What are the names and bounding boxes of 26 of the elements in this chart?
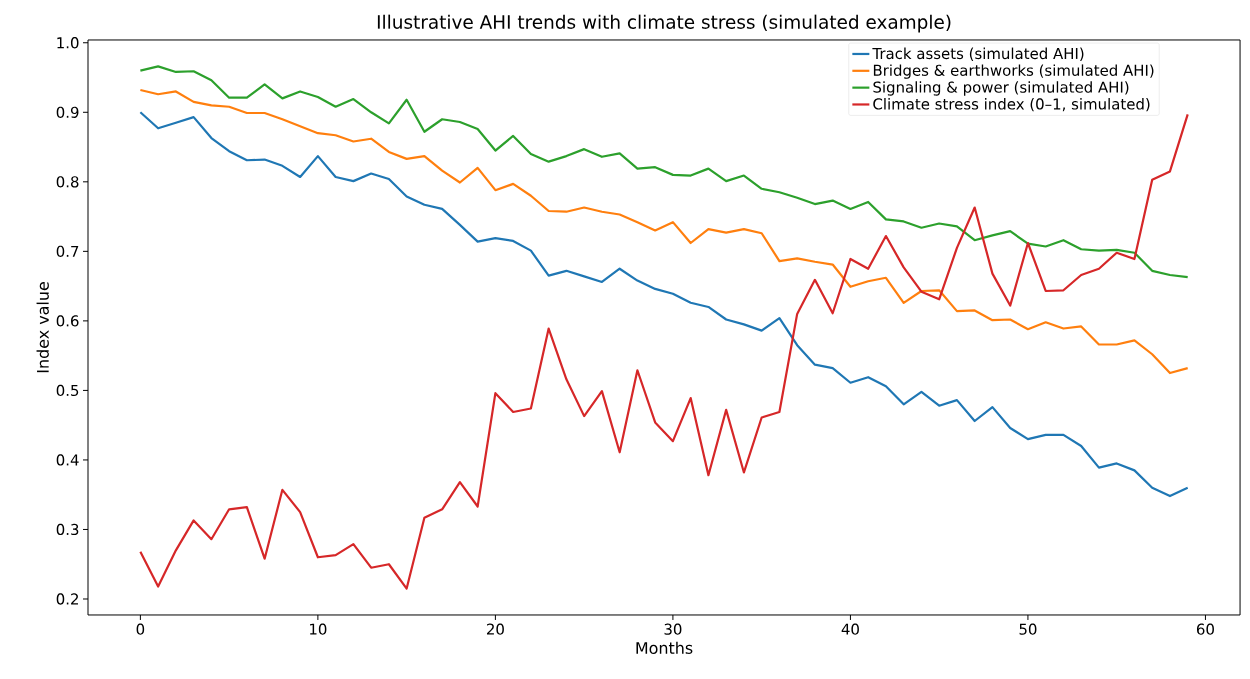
y-tick-label: 0.5 (56, 384, 79, 397)
y-tick-label: 0.2 (56, 593, 78, 605)
line-series (139, 113, 1189, 590)
legend-label: Track assets (simulated AHI) (872, 47, 1084, 61)
chart-title: Illustrative AHI trends with climate stress (simulated example) (377, 14, 951, 33)
legend-label: Climate stress index (0–1, simulated) (873, 98, 1150, 112)
y-tick-label: 0.9 (56, 106, 79, 118)
x-tick-label: 50 (1019, 623, 1037, 635)
x-tick-label: 40 (841, 623, 859, 635)
x-tick-label: 20 (486, 623, 504, 635)
x-axis-title: Months (636, 641, 693, 654)
legend-label: Bridges & earthworks (simulated AHI) (873, 64, 1154, 79)
y-tick-label: 0.8 (56, 176, 79, 188)
y-axis-title: Index value (36, 282, 49, 373)
x-tick-label: 0 (136, 623, 145, 635)
x-tick-label: 60 (1196, 623, 1214, 635)
line-series (139, 111, 1189, 498)
y-tick-label: 0.6 (56, 315, 79, 327)
y-tick-label: 0.3 (56, 523, 79, 536)
y-tick-label: 0.4 (56, 454, 79, 466)
y-tick-label: 1.0 (57, 37, 79, 49)
x-tick-label: 30 (664, 623, 682, 635)
x-tick-label: 10 (310, 623, 327, 635)
legend-label: Signaling & power (simulated AHI) (873, 81, 1129, 96)
y-tick-label: 0.7 (56, 245, 79, 258)
line-series (139, 65, 1189, 279)
